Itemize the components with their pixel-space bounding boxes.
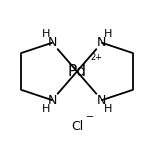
Text: H: H [42, 29, 50, 39]
Text: 2+: 2+ [91, 53, 103, 62]
Text: H: H [42, 104, 50, 114]
Text: Pd: Pd [67, 64, 87, 79]
Text: N: N [48, 36, 57, 49]
Text: N: N [97, 36, 106, 49]
Text: Cl: Cl [71, 120, 83, 133]
Text: H: H [104, 104, 112, 114]
Text: N: N [97, 94, 106, 107]
Text: −: − [86, 112, 94, 122]
Text: N: N [48, 94, 57, 107]
Text: H: H [104, 29, 112, 39]
